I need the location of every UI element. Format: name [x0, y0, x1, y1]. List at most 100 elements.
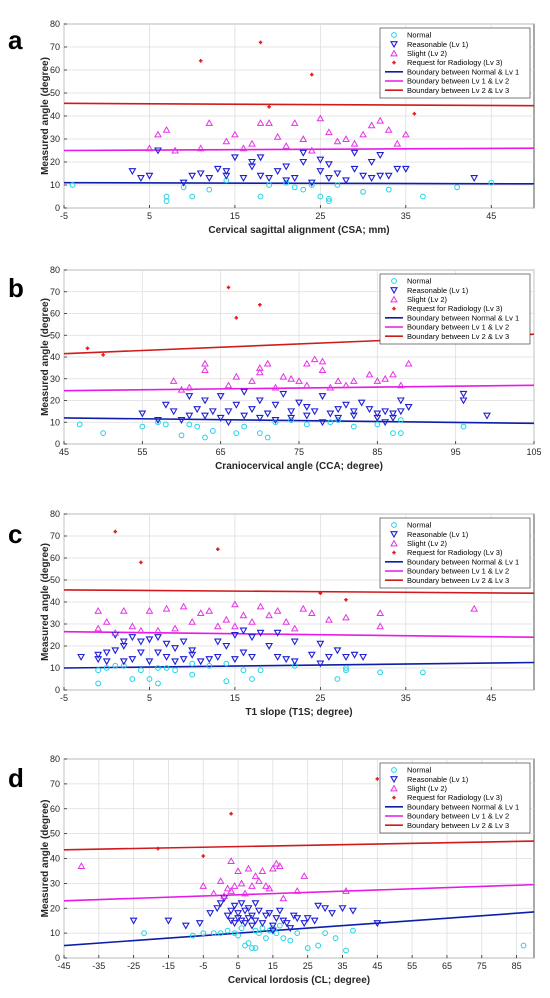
- lv2-point: [241, 889, 249, 897]
- normal-point: [178, 432, 185, 439]
- normal-point: [129, 676, 136, 682]
- lv1-point: [334, 414, 343, 422]
- boundary-line-b01: [64, 417, 534, 425]
- lv1-point: [263, 410, 272, 418]
- lv2-point: [334, 377, 343, 384]
- x-tick-label: -5: [199, 961, 207, 971]
- lv1-point: [240, 412, 249, 420]
- lv2-point: [307, 146, 316, 154]
- normal-point: [520, 942, 527, 949]
- lv1-point: [316, 156, 325, 164]
- normal-point: [420, 193, 426, 200]
- legend-label-lv3: Request for Radiology (Lv 3): [407, 58, 503, 67]
- y-tick-label: 0: [55, 685, 60, 695]
- lv1-point: [333, 170, 342, 178]
- lv2-point: [222, 137, 231, 145]
- normal-point: [273, 930, 280, 937]
- lv1-point: [350, 651, 359, 659]
- normal-point: [209, 428, 216, 434]
- normal-point: [76, 421, 83, 428]
- legend-label-lv1: Reasonable (Lv 1): [407, 775, 469, 784]
- normal-point: [391, 32, 397, 38]
- lv3-point: [101, 353, 105, 357]
- lv1-point: [164, 917, 173, 925]
- lv1-point: [188, 172, 197, 180]
- lv2-point: [310, 355, 319, 363]
- lv1-point: [282, 163, 291, 171]
- data-layer: [64, 40, 534, 205]
- lv2-point: [390, 49, 398, 57]
- y-axis-label: Measured angle (degree): [40, 800, 51, 918]
- normal-point: [334, 676, 341, 682]
- lv1-point: [302, 403, 311, 411]
- y-tick-label: 40: [50, 111, 60, 121]
- lv1-point: [154, 417, 162, 424]
- lv2-point: [282, 142, 291, 149]
- lv1-point: [256, 629, 265, 637]
- legend-label-b12: Boundary between Lv 1 & Lv 2: [407, 567, 509, 576]
- boundary-line-b01: [64, 661, 534, 669]
- lv3-point: [375, 777, 380, 781]
- lv1-point: [188, 651, 197, 659]
- legend-label-normal: Normal: [407, 31, 432, 40]
- x-tick-label: 5: [147, 211, 152, 221]
- lv2-point: [179, 602, 188, 610]
- lv1-point: [213, 165, 222, 173]
- normal-point: [276, 922, 283, 929]
- normal-point: [112, 662, 119, 669]
- boundary-line-b23: [64, 840, 534, 851]
- lv1-point: [230, 920, 239, 928]
- lv1-point: [119, 638, 128, 646]
- lv1-point: [77, 653, 86, 661]
- legend-box: [379, 27, 531, 99]
- lv1-point: [350, 165, 359, 173]
- y-axis-label: Measured angle (degree): [40, 298, 51, 416]
- lv2-point: [251, 872, 260, 879]
- normal-point: [272, 419, 279, 426]
- normal-point: [200, 930, 207, 937]
- lv3-point: [258, 303, 262, 307]
- normal-point: [391, 278, 397, 284]
- legend-label-b12: Boundary between Lv 1 & Lv 2: [407, 323, 509, 332]
- lv1-point: [470, 175, 479, 183]
- lv2-point: [333, 137, 342, 145]
- y-tick-label: 70: [50, 42, 60, 52]
- lv1-point: [224, 408, 233, 416]
- legend-label-lv2: Slight (Lv 2): [407, 784, 448, 793]
- lv2-point: [201, 366, 209, 374]
- lv2-point: [269, 864, 277, 872]
- normal-point: [186, 421, 193, 428]
- lv1-point: [328, 910, 337, 918]
- lv1-point: [239, 627, 248, 635]
- lv1-point: [316, 640, 325, 648]
- normal-point: [249, 676, 255, 682]
- normal-point: [69, 182, 76, 188]
- lv3-point: [267, 105, 271, 109]
- legend-label-lv2: Slight (Lv 2): [407, 295, 448, 304]
- normal-point: [257, 667, 264, 674]
- lv2-point: [145, 606, 154, 614]
- lv1-point: [333, 647, 342, 655]
- lv1-point: [185, 393, 194, 401]
- normal-point: [332, 935, 339, 941]
- x-tick-label: 45: [59, 447, 69, 457]
- legend-label-b23: Boundary between Lv 2 & Lv 3: [407, 332, 509, 341]
- lv1-point: [111, 647, 120, 655]
- y-tick-label: 50: [50, 829, 60, 839]
- lv3-point: [85, 346, 90, 351]
- normal-point: [397, 430, 404, 437]
- x-tick-label: 95: [451, 447, 461, 457]
- lv2-point: [300, 872, 309, 879]
- lv1-point: [222, 642, 231, 650]
- lv1-point: [321, 905, 330, 913]
- lv2-point: [205, 119, 214, 126]
- lv1-point: [239, 649, 248, 657]
- normal-point: [256, 430, 263, 437]
- chart-panel-d: d -45 -35 -25 -15 -5 5 15 25 35 45 55 65 75 85 0 10 20 30 4…: [8, 754, 535, 986]
- lv2-point: [256, 119, 265, 126]
- data-layer: [64, 777, 534, 954]
- x-tick-label: 65: [442, 961, 452, 971]
- normal-point: [300, 186, 307, 193]
- lv2-point: [325, 615, 333, 623]
- x-tick-label: 5: [147, 693, 152, 703]
